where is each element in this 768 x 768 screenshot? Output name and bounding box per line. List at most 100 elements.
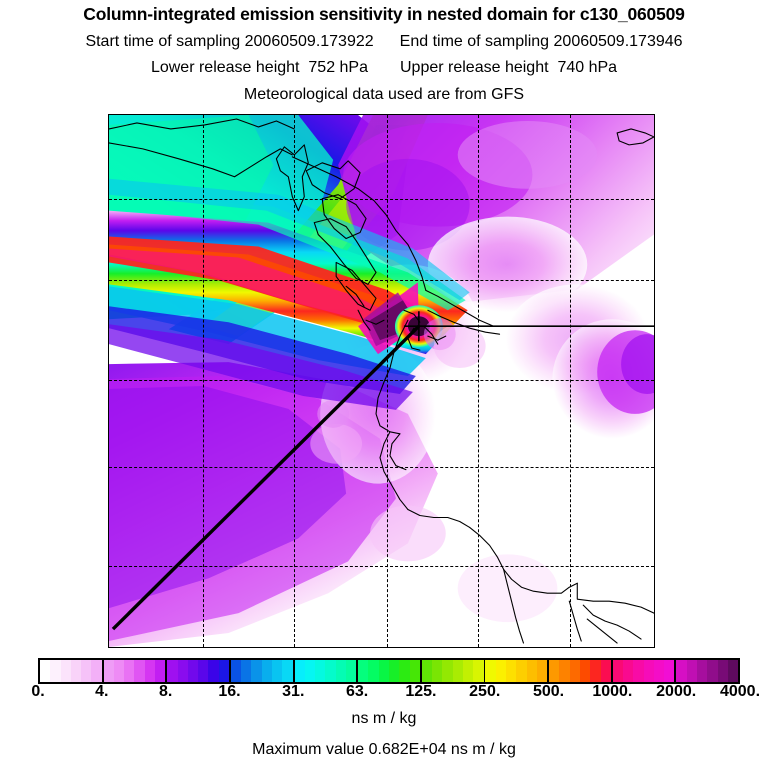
colorbar-step [676, 660, 687, 682]
colorbar-tick-label: 0. [31, 683, 45, 700]
colorbar-band [485, 660, 550, 682]
colorbar-step [208, 660, 219, 682]
upper-release-height-label: Upper release height [400, 58, 549, 76]
colorbar-step [462, 660, 474, 682]
colorbar-step [727, 660, 739, 682]
lower-release-height-label: Lower release height [150, 58, 300, 76]
colorbar-tick-label: 31. [282, 683, 305, 700]
colorbar-tick-labels: 0. 4. 8. 16. 31. 63. 125. 250. 500. 1000. 2000. 400… [0, 684, 768, 704]
colorbar-tick-label: 16. [218, 683, 241, 700]
colorbar-step [91, 660, 102, 682]
colorbar-tick-label: 250. [469, 683, 501, 700]
colorbar-band [103, 660, 168, 682]
colorbar-step [70, 660, 82, 682]
colorbar-step [717, 660, 728, 682]
colorbar-step [409, 660, 420, 682]
colorbar-band [40, 660, 104, 682]
colorbar-units-label: ns m / kg [351, 710, 417, 727]
colorbar-step [485, 660, 496, 682]
colorbar-step [50, 660, 61, 682]
figure-title: Column-integrated emission sensitivity i… [83, 4, 685, 24]
colorbar-step [144, 660, 156, 682]
colorbar-tick-label: 8. [158, 683, 173, 700]
release-height-row: Lower release height 752 hPa Upper relea… [0, 58, 768, 76]
colorbar-tick-label: 500. [532, 683, 565, 700]
colorbar-step [335, 660, 346, 682]
colorbar-step [272, 660, 283, 682]
colorbar-tick-label: 2000. [656, 683, 697, 700]
colorbar-step [358, 660, 369, 682]
colorbar-step [261, 660, 273, 682]
colorbar-step [612, 660, 624, 682]
colorbar-step [60, 660, 71, 682]
colorbar-step [155, 660, 166, 682]
map-plot-area [108, 114, 655, 648]
colorbar-step [686, 660, 697, 682]
colorbar-band [549, 660, 613, 682]
colorbar-step [536, 660, 548, 682]
colorbar-step [177, 660, 188, 682]
colorbar-step [600, 660, 611, 682]
sampling-time-row: Start time of sampling 20060509.173922 E… [0, 32, 768, 50]
colorbar-region [38, 658, 740, 684]
colorbar-step [251, 660, 262, 682]
colorbar-step [218, 660, 229, 682]
upper-release-height-value: 740 hPa [557, 58, 618, 76]
colorbar-step [643, 660, 654, 682]
colorbar-step [113, 660, 125, 682]
colorbar-step [432, 660, 443, 682]
colorbar-tick-label: 125. [405, 683, 437, 700]
colorbar-step [696, 660, 708, 682]
maximum-value-label: Maximum value 0.682E+04 ns m / kg [252, 741, 516, 758]
colorbar-band [167, 660, 231, 682]
colorbar-step [590, 660, 601, 682]
colorbar-step [187, 660, 199, 682]
colorbar-step [623, 660, 634, 682]
colorbar-band [612, 660, 677, 682]
colorbar-step [325, 660, 336, 682]
colorbar-tick-label: 63. [345, 683, 369, 700]
lower-release-height-value: 752 hPa [308, 58, 368, 76]
colorbar-step [549, 660, 560, 682]
colorbar-step [442, 660, 453, 682]
colorbar-step [81, 660, 92, 682]
colorbar-step [633, 660, 644, 682]
colorbar-step [495, 660, 507, 682]
colorbar-step [282, 660, 293, 682]
colorbar-band [358, 660, 422, 682]
colorbar-tick-label: 4000. [719, 683, 761, 700]
colorbar-step [368, 660, 379, 682]
colorbar-step [103, 660, 114, 682]
colorbar-step [569, 660, 580, 682]
met-data-note: Meteorological data used are from GFS [243, 85, 525, 103]
colorbar-step [473, 660, 484, 682]
colorbar-step [559, 660, 570, 682]
colorbar-step [134, 660, 145, 682]
colorbar-step [664, 660, 675, 682]
end-time-value: 20060509.173946 [553, 32, 683, 50]
colorbar-step [452, 660, 463, 682]
colorbar-step [230, 660, 242, 682]
start-time-value: 20060509.173922 [244, 32, 374, 50]
colorbar-step [124, 660, 135, 682]
emission-sensitivity-field [109, 115, 654, 647]
colorbar-step [399, 660, 410, 682]
colorbar-step [389, 660, 400, 682]
colorbar-step [241, 660, 252, 682]
colorbar-band [294, 660, 359, 682]
colorbar-step [579, 660, 591, 682]
colorbar-step [526, 660, 537, 682]
end-time-label: End time of sampling [399, 32, 550, 50]
colorbar-step [40, 660, 51, 682]
colorbar-tick-label: 1000. [592, 683, 633, 700]
colorbar-step [345, 660, 357, 682]
colorbar-step [707, 660, 718, 682]
colorbar-step [304, 660, 316, 682]
start-time-label: Start time of sampling [85, 32, 241, 50]
colorbar-step [198, 660, 209, 682]
colorbar-band [676, 660, 739, 682]
colorbar-step [653, 660, 665, 682]
colorbar-step [421, 660, 433, 682]
colorbar-band [421, 660, 486, 682]
